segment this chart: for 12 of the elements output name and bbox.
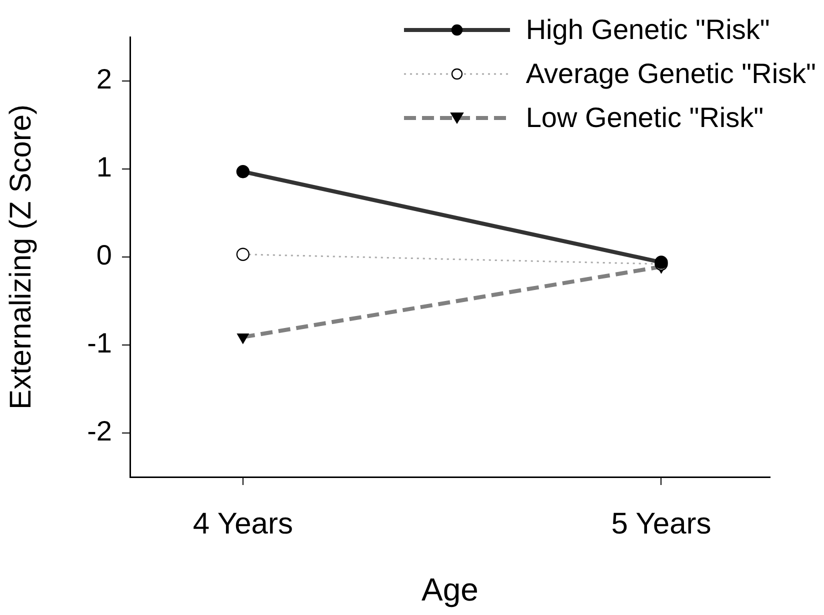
x-tick-label: 5 Years [611, 507, 712, 540]
y-tick-label: 0 [96, 240, 112, 271]
y-tick-label: -1 [87, 328, 112, 359]
x-axis-title: Age [422, 572, 478, 608]
legend-label: Low Genetic "Risk" [526, 102, 764, 134]
y-tick-label: 2 [96, 64, 112, 95]
legend-label: High Genetic "Risk" [526, 14, 770, 46]
x-tick-label: 4 Years [192, 507, 293, 540]
legend-label: Average Genetic "Risk" [526, 58, 816, 90]
y-axis-title: Externalizing (Z Score) [4, 104, 38, 410]
y-tick-label: -2 [87, 416, 112, 447]
y-tick-label: 1 [96, 152, 112, 183]
